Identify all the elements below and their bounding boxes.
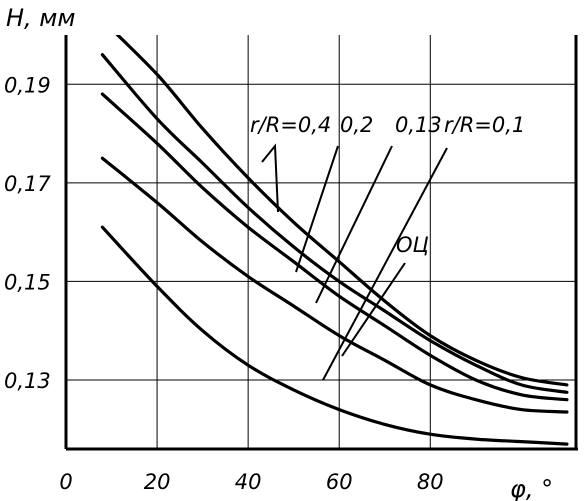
series-line-1: [100, 53, 569, 394]
x-tick-label: 60: [326, 470, 353, 494]
y-axis-label: H, мм: [6, 4, 76, 32]
annotation-label: r/R=0,4: [250, 113, 331, 137]
leader-line-3: [322, 147, 448, 381]
leader-line-4: [341, 262, 406, 357]
axes: [64, 35, 578, 451]
annotation-label: 0,2: [340, 113, 373, 137]
annotation-label: r/R=0,1: [444, 113, 525, 137]
y-tick-label: 0,15: [4, 270, 51, 294]
leader-lines: [261, 143, 448, 381]
y-tick-label: 0,17: [4, 172, 51, 196]
x-tick-label: 0: [59, 470, 72, 494]
tick-labels: 0 20 40 60 80 0,13 0,15 0,17 0,19: [4, 73, 444, 494]
x-axis-label: φ, °: [510, 475, 553, 501]
series-line-2: [100, 92, 569, 402]
y-tick-label: 0,19: [4, 73, 51, 97]
annotation-label: ОЦ: [396, 233, 429, 257]
x-tick-label: 20: [144, 470, 171, 494]
x-tick-label: 80: [417, 470, 444, 494]
y-tick-label: 0,13: [4, 369, 51, 393]
annotation-label: 0,13: [395, 113, 442, 137]
series-group: [100, 35, 569, 446]
x-tick-label: 40: [235, 470, 262, 494]
leader-line-1: [295, 145, 339, 273]
series-line-3: [100, 156, 569, 414]
grid: [66, 35, 576, 449]
leader-line-2: [315, 145, 393, 304]
series-line-4: [100, 225, 569, 446]
leader-line-0: [261, 143, 279, 213]
series-line-0: [115, 35, 569, 387]
annotations: r/R=0,4 0,2 0,13 r/R=0,1 ОЦ: [250, 113, 525, 257]
